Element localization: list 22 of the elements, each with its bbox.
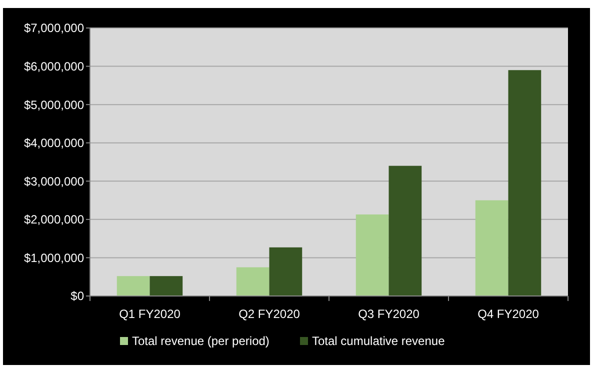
y-tick-label: $6,000,000 [24,59,84,74]
bar [475,200,508,296]
x-tick-label: Q1 FY2020 [119,307,181,321]
legend-label: Total revenue (per period) [132,334,270,348]
bar [150,276,183,296]
bar [356,214,389,296]
bar [236,267,270,296]
x-tick-label: Q3 FY2020 [358,307,420,321]
y-tick-label: $0 [70,289,84,304]
y-tick-label: $7,000,000 [24,21,84,36]
y-tick-label: $5,000,000 [24,98,84,112]
legend-label: Total cumulative revenue [312,334,446,348]
y-tick-label: $4,000,000 [24,136,84,150]
bar [508,70,542,296]
bar [116,276,150,296]
x-tick-label: Q2 FY2020 [238,307,300,321]
y-tick-label: $1,000,000 [24,250,84,265]
bar [269,247,302,296]
x-tick-label: Q4 FY2020 [478,307,540,321]
y-tick-label: $3,000,000 [24,174,84,188]
y-tick-label: $2,000,000 [24,212,84,227]
bar [388,166,422,296]
